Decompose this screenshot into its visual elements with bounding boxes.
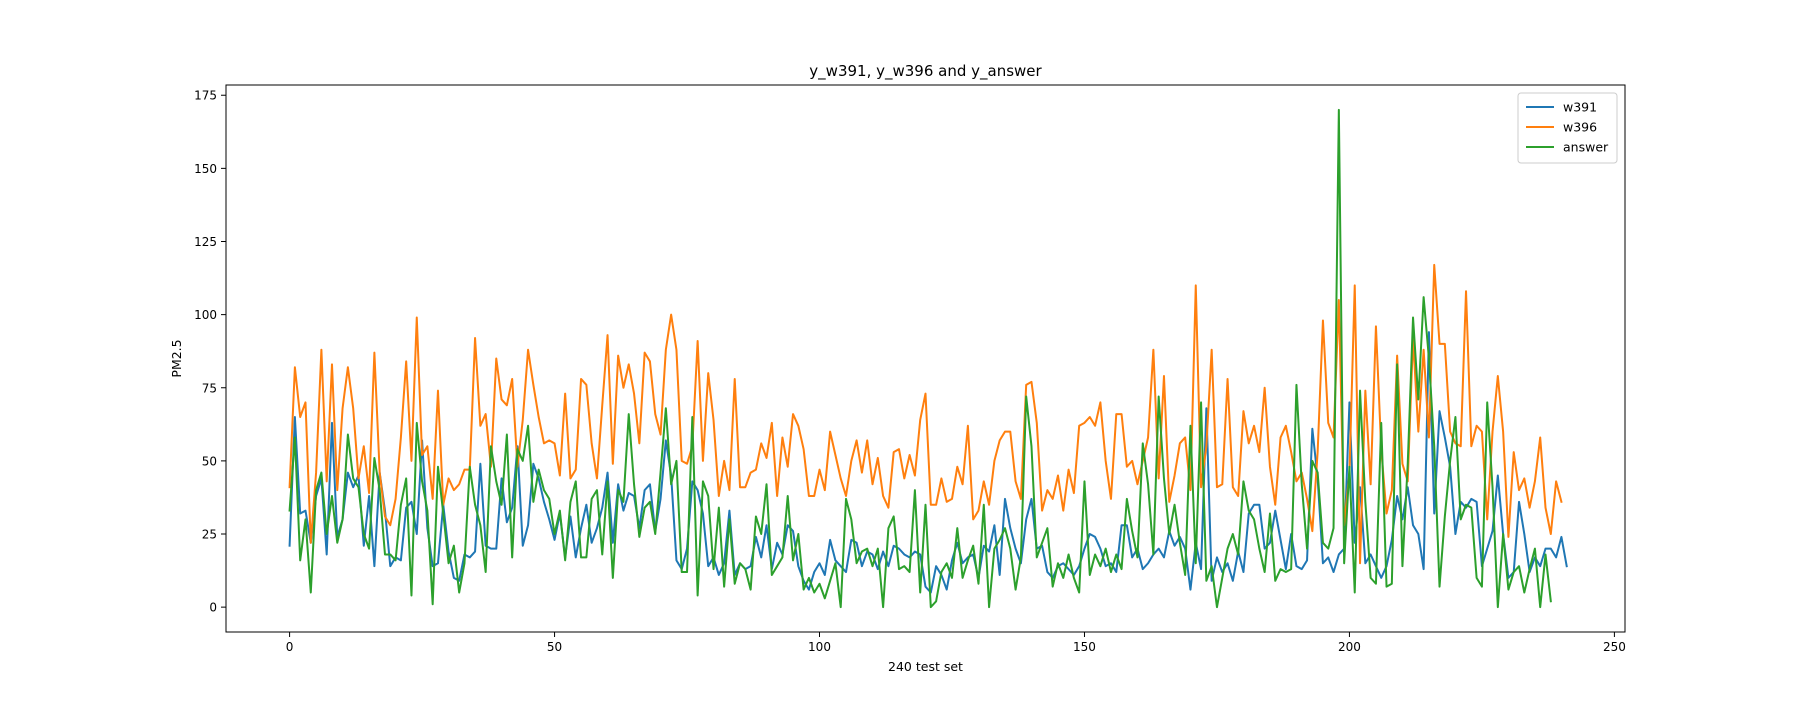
y-tick-label: 50 — [202, 454, 217, 468]
y-tick-label: 25 — [202, 528, 217, 542]
x-tick-label: 150 — [1073, 640, 1096, 654]
y-tick-label: 0 — [209, 601, 217, 615]
x-tick-label: 50 — [547, 640, 562, 654]
plot-lines — [288, 108, 1568, 609]
y-axis: 0 25 50 75 100 125 150 175 — [194, 89, 226, 615]
legend-label-w391: w391 — [1563, 100, 1597, 115]
y-tick-label: 125 — [194, 235, 217, 249]
chart-title: y_w391, y_w396 and y_answer — [809, 62, 1042, 81]
x-tick-label: 100 — [808, 640, 831, 654]
x-tick-label: 200 — [1338, 640, 1361, 654]
x-tick-label: 0 — [286, 640, 294, 654]
legend-box — [1517, 92, 1618, 164]
legend-label-answer: answer — [1563, 140, 1609, 155]
legend-label-w396: w396 — [1563, 120, 1597, 135]
x-axis-label: 240 test set — [888, 659, 963, 674]
y-tick-label: 75 — [202, 381, 217, 395]
y-axis-label: PM2.5 — [169, 339, 184, 377]
x-axis: 0 50 100 150 200 250 — [286, 632, 1626, 654]
series-line-answer — [288, 108, 1552, 609]
x-tick-label: 250 — [1603, 640, 1626, 654]
y-tick-label: 150 — [194, 162, 217, 176]
legend: w391 w396 answer — [1517, 92, 1618, 164]
plot-frame — [225, 84, 1626, 633]
y-tick-label: 100 — [194, 308, 217, 322]
y-tick-label: 175 — [194, 89, 217, 103]
